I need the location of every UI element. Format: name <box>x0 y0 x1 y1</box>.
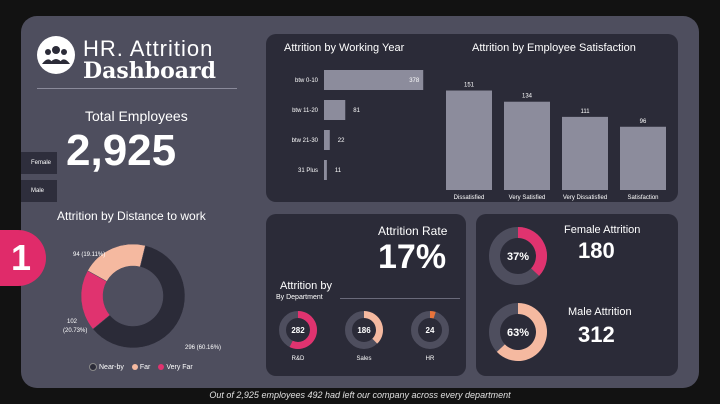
distance-label-far: 102 <box>67 319 78 325</box>
slicer-female[interactable]: Female <box>21 152 57 174</box>
top-charts-card: Attrition by Working Year btw 0-10 378 btw… <box>266 34 678 202</box>
satisfaction-bar <box>446 90 492 190</box>
distance-label-far-pct: (20.73%) <box>63 328 87 334</box>
working-year-bar <box>324 100 346 120</box>
dept-slice-sales <box>364 311 383 344</box>
step-number-badge: 1 <box>0 230 46 286</box>
distance-slice-far <box>87 243 146 282</box>
legend-far: Far <box>139 363 151 371</box>
dept-slice-hr <box>430 311 436 319</box>
working-year-tick: btw 0-10 <box>295 78 319 84</box>
total-employees-label: Total Employees <box>85 108 188 124</box>
legend-veryfar-dot <box>158 364 165 370</box>
dept-value-label: 282 <box>291 326 305 335</box>
dept-category-label: R&D <box>292 356 305 362</box>
legend-nearby-dot <box>89 363 97 371</box>
title-divider <box>37 88 237 89</box>
total-employees-value: 2,925 <box>66 126 177 175</box>
legend-nearby: Near-by <box>99 363 124 371</box>
working-year-value-label: 81 <box>353 108 360 114</box>
male-attrition-value: 312 <box>578 322 615 347</box>
dept-donut-charts: 282 R&D 186 Sales 24 HR <box>279 311 449 362</box>
satisfaction-tick: Dissatisfied <box>454 195 485 201</box>
satisfaction-tick: Satisfaction <box>627 195 658 201</box>
male-attrition-label: Male Attrition <box>568 306 632 318</box>
satisfaction-value-label: 111 <box>580 109 590 115</box>
legend-far-dot <box>131 364 138 370</box>
satisfaction-bar-chart: 151 Dissatisfied 134 Very Satisfied 111 Very … <box>446 83 666 201</box>
dept-slice-rd <box>289 311 317 349</box>
dept-category-label: Sales <box>356 356 371 362</box>
dashboard-title-line2: Dashboard <box>83 58 216 84</box>
satisfaction-bar <box>620 126 666 190</box>
satisfaction-chart-title: Attrition by Employee Satisfaction <box>472 42 636 54</box>
working-year-value-label: 11 <box>335 168 342 174</box>
distance-chart-title: Attrition by Distance to work <box>57 209 206 223</box>
people-group-icon <box>37 36 75 74</box>
female-donut: 37% <box>489 227 547 285</box>
working-year-value-label: 22 <box>338 138 345 144</box>
dept-divider <box>340 298 460 299</box>
rate-dept-card: Attrition Rate 17% Attrition by By Depar… <box>266 214 466 376</box>
satisfaction-value-label: 134 <box>522 94 533 100</box>
distance-legend: Near-by Far Very Far <box>83 363 193 371</box>
attrition-rate-value: 17% <box>378 238 447 276</box>
satisfaction-bar <box>504 101 550 190</box>
working-year-value-label: 378 <box>409 78 420 84</box>
male-pct-label: 63% <box>507 327 529 339</box>
legend-veryfar: Very Far <box>166 363 193 371</box>
dept-chart-title: Attrition by <box>280 280 332 292</box>
dashboard-panel: HR. Attrition Dashboard Total Employees … <box>21 16 699 388</box>
attrition-rate-label: Attrition Rate <box>378 224 448 238</box>
dept-value-label: 24 <box>426 326 435 335</box>
distance-donut-chart: 94 (19.11%) 102 (20.73%) 296 (60.16%) <box>63 243 221 351</box>
slicer-male[interactable]: Male <box>21 180 57 202</box>
dept-category-label: HR <box>426 356 435 362</box>
distance-label-veryfar: 94 (19.11%) <box>73 252 105 258</box>
working-year-bar-chart: btw 0-10 378 btw 11-20 81 btw 21-30 22 31 Plus… <box>292 70 424 180</box>
female-attrition-label: Female Attrition <box>564 224 641 236</box>
satisfaction-value-label: 151 <box>464 83 475 89</box>
working-year-tick: btw 11-20 <box>292 108 319 114</box>
working-year-chart-title: Attrition by Working Year <box>284 42 405 54</box>
footer-note: Out of 2,925 employees 492 had left our … <box>209 390 511 400</box>
dept-value-label: 186 <box>357 326 371 335</box>
female-pct-label: 37% <box>507 251 529 263</box>
working-year-tick: 31 Plus <box>298 168 318 174</box>
dashboard-title-line1: HR. Attrition <box>83 36 214 61</box>
female-attrition-value: 180 <box>578 238 615 263</box>
female-slice <box>518 227 547 276</box>
working-year-bar <box>324 70 424 90</box>
dept-chart-subtitle: By Department <box>276 294 323 301</box>
male-donut: 63% <box>489 303 547 361</box>
working-year-bar <box>324 160 327 180</box>
working-year-bar <box>324 130 330 150</box>
working-year-tick: btw 21-30 <box>292 138 319 144</box>
satisfaction-value-label: 96 <box>640 119 647 125</box>
male-slice <box>496 303 547 361</box>
gender-card: 37% Female Attrition 180 63% Male Attrit… <box>476 214 678 376</box>
satisfaction-tick: Very Satisfied <box>509 195 546 201</box>
distance-label-nearby: 296 (60.16%) <box>185 345 221 351</box>
satisfaction-tick: Very Dissatisfied <box>563 195 607 201</box>
satisfaction-bar <box>562 116 608 190</box>
